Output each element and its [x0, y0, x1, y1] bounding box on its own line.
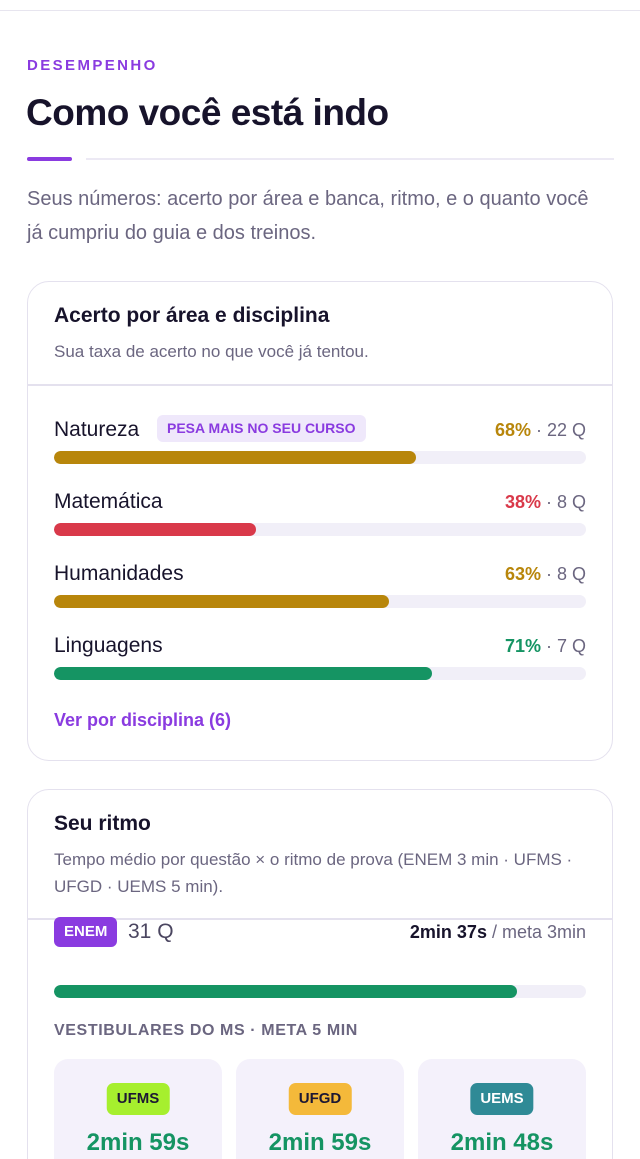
area-count: · 7 Q: [540, 636, 586, 656]
area-priority-badge: PESA MAIS NO SEU CURSO: [157, 415, 366, 442]
view-by-discipline-link[interactable]: Ver por disciplina (6): [54, 710, 232, 730]
area-stat: 68% · 22 Q: [495, 420, 586, 441]
area-bar-track: [54, 595, 586, 608]
area-row-matematica: Matemática 38% · 8 Q: [54, 490, 586, 536]
areas-card: Acerto por área e disciplina Sua taxa de…: [27, 281, 613, 761]
top-divider: [0, 10, 640, 11]
pace-card-title: Seu ritmo: [54, 812, 151, 835]
enem-badge: ENEM: [54, 917, 118, 947]
area-stat: 63% · 8 Q: [505, 564, 586, 585]
area-bar-fill: [54, 667, 432, 680]
vestibular-time: 2min 59s: [86, 1129, 190, 1156]
enem-bar-track: [54, 985, 586, 998]
area-bar-track: [54, 451, 586, 464]
vestibular-time: 2min 59s: [268, 1129, 372, 1156]
areas-card-divider: [28, 384, 612, 386]
area-count: · 8 Q: [540, 564, 586, 584]
title-rule: [86, 158, 614, 160]
area-name: Linguagens: [54, 634, 163, 657]
vestibular-badge: UFGD: [288, 1083, 352, 1115]
area-stat: 38% · 8 Q: [505, 492, 586, 513]
area-percent: 71%: [504, 636, 541, 656]
area-name: Humanidades: [54, 562, 184, 585]
areas-card-title: Acerto por área e disciplina: [54, 304, 330, 327]
vestibular-badge: UFMS: [106, 1083, 170, 1115]
title-accent-rule: [27, 157, 72, 161]
area-percent: 63%: [504, 564, 541, 584]
vestibular-time: 2min 48s: [450, 1129, 554, 1156]
area-row-humanidades: Humanidades 63% · 8 Q: [54, 562, 586, 608]
enem-bar-fill: [54, 985, 517, 998]
enem-question-count: 31 Q: [128, 920, 174, 943]
area-bar-fill: [54, 451, 416, 464]
area-count: · 22 Q: [530, 420, 586, 440]
page-title: Como você está indo: [26, 92, 389, 133]
enem-avg-time: 2min 37s: [409, 922, 487, 942]
enem-pace-row: ENEM 31 Q 2min 37s / meta 3min: [54, 917, 586, 998]
area-percent: 38%: [504, 492, 541, 512]
pace-card: Seu ritmo Tempo médio por questão × o ri…: [27, 789, 613, 1159]
area-row-natureza: Natureza PESA MAIS NO SEU CURSO 68% · 22…: [54, 415, 586, 464]
area-bar-fill: [54, 523, 257, 536]
vestibular-card-ufms: UFMS 2min 59s: [54, 1059, 222, 1159]
areas-card-subtitle: Sua taxa de acerto no que você já tentou…: [54, 342, 369, 361]
area-count: · 8 Q: [540, 492, 586, 512]
area-bar-fill: [54, 595, 390, 608]
vestibulares-caption: VESTIBULARES DO MS · META 5 MIN: [54, 1022, 358, 1039]
pace-card-subtitle: Tempo médio por questão × o ritmo de pro…: [54, 850, 573, 896]
pace-card-divider: [28, 918, 612, 920]
section-eyebrow: DESEMPENHO: [27, 57, 158, 74]
area-percent: 68%: [494, 420, 531, 440]
intro-text: Seus números: acerto por área e banca, r…: [27, 188, 589, 244]
area-stat: 71% · 7 Q: [505, 636, 586, 657]
area-bar-track: [54, 667, 586, 680]
area-row-linguagens: Linguagens 71% · 7 Q: [54, 634, 586, 680]
vestibular-card-ufgd: UFGD 2min 59s: [236, 1059, 404, 1159]
area-name: Natureza: [54, 418, 140, 441]
area-bar-track: [54, 523, 586, 536]
area-name: Matemática: [54, 490, 163, 513]
vestibular-badge: UEMS: [470, 1083, 534, 1115]
vestibular-card-uems: UEMS 2min 48s: [418, 1059, 586, 1159]
enem-time: 2min 37s / meta 3min: [410, 922, 586, 943]
enem-goal: / meta 3min: [486, 922, 586, 942]
